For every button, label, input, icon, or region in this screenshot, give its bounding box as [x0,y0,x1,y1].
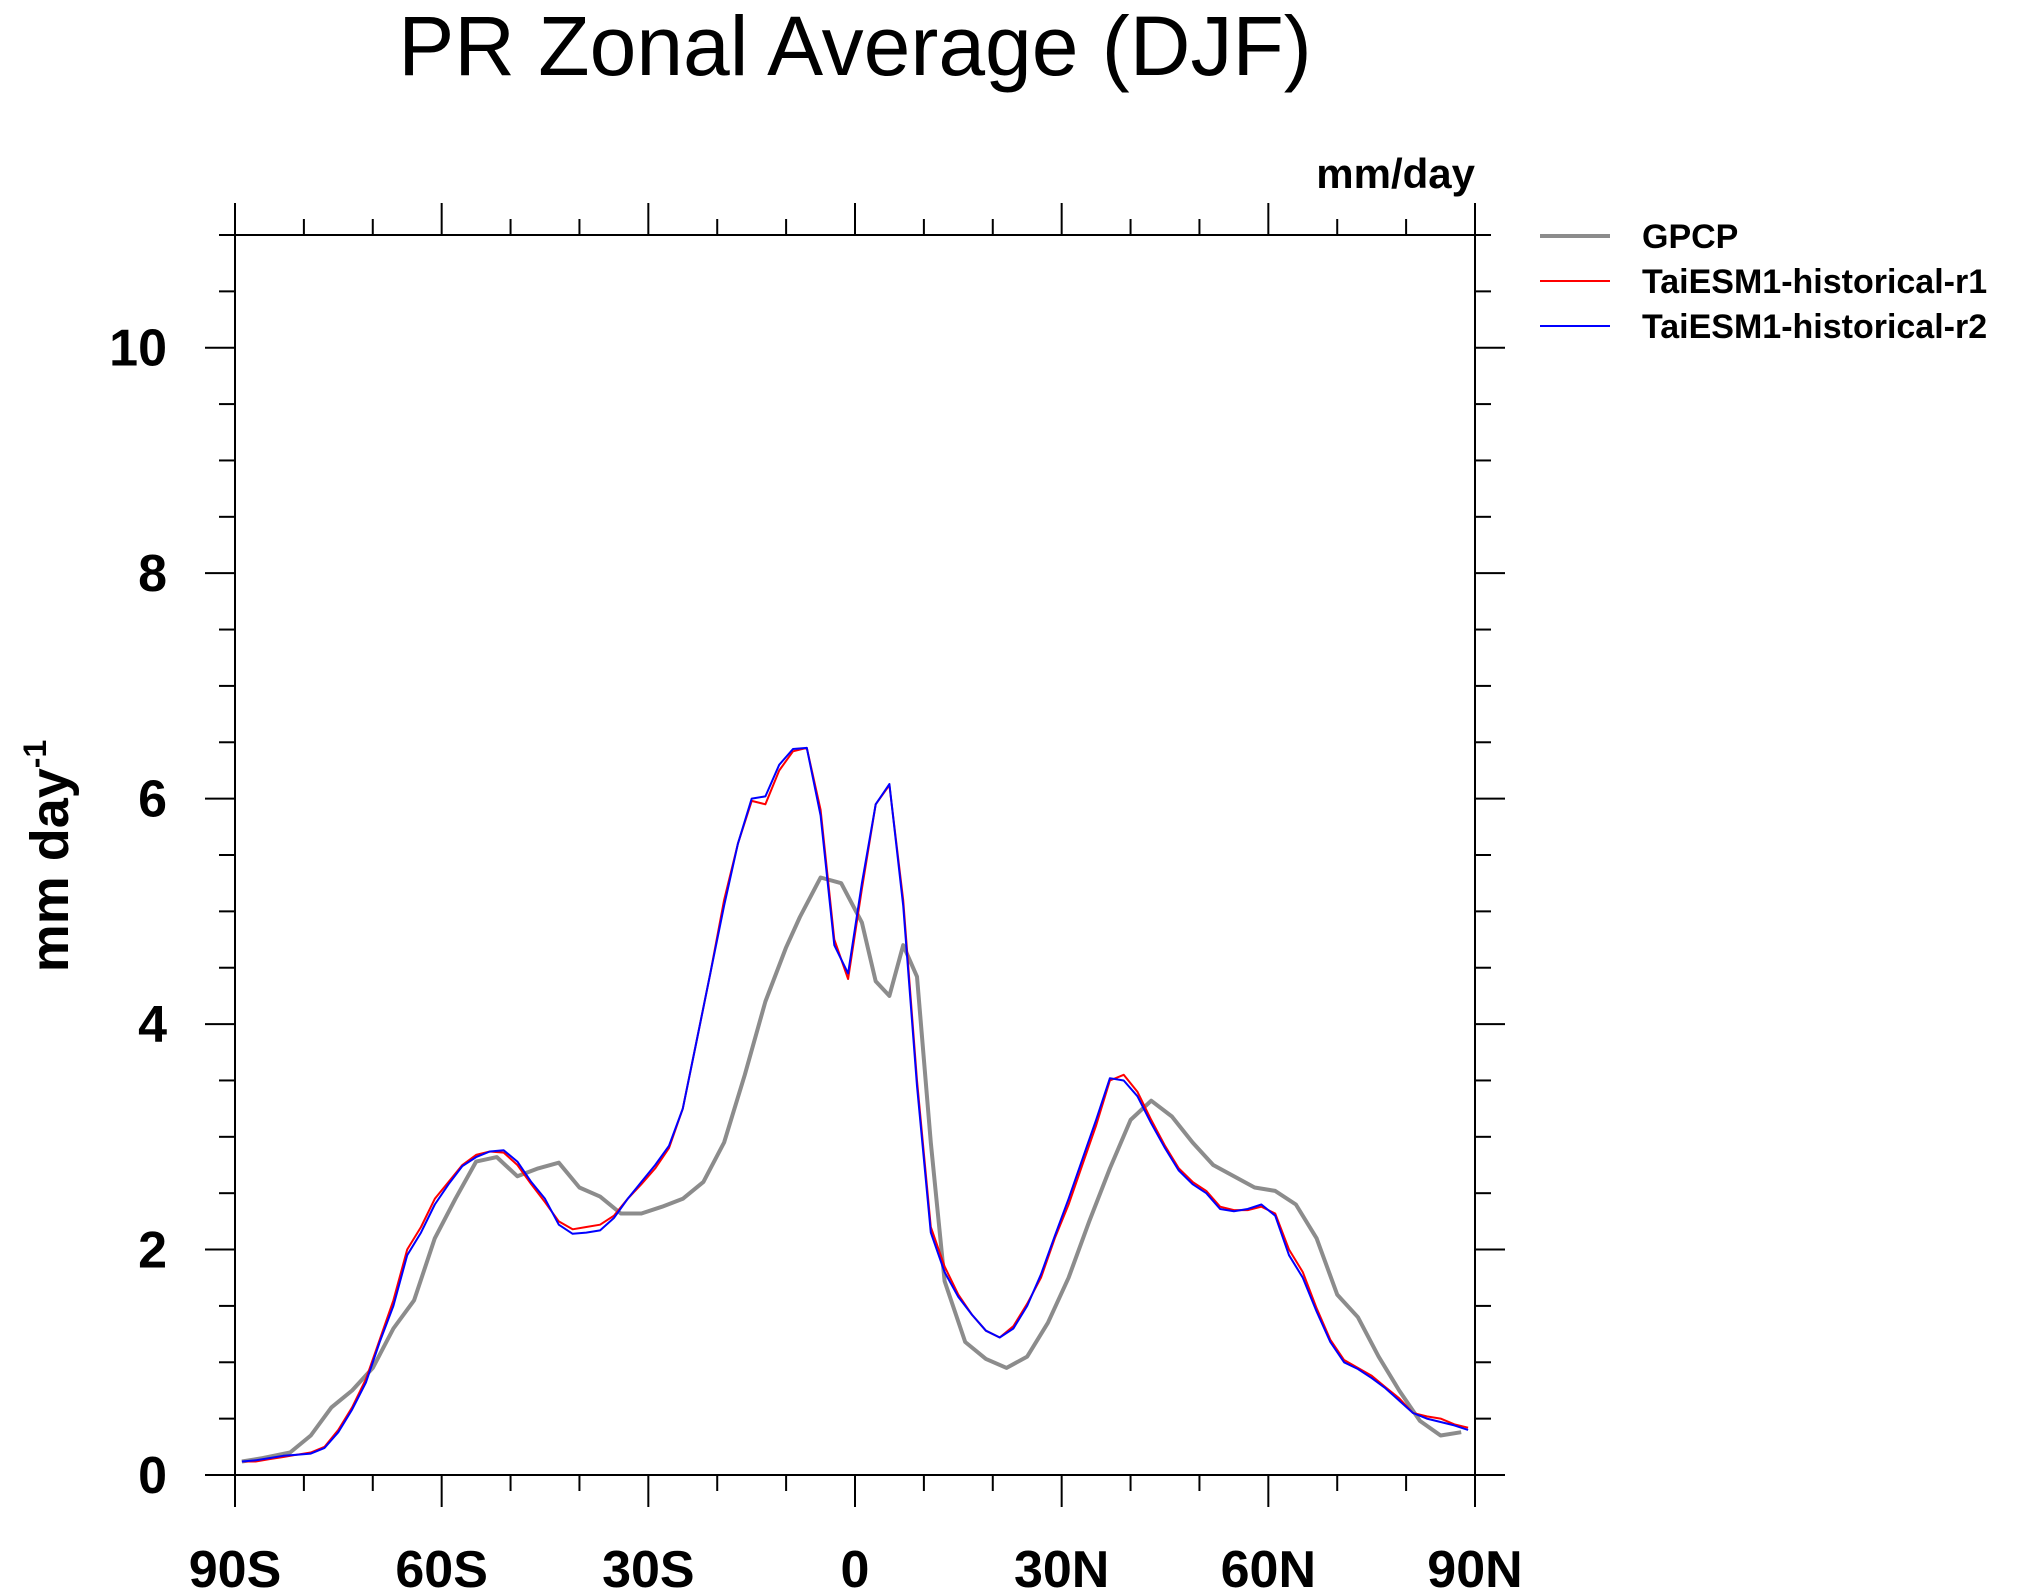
series-line-taiesm1-historical-r2 [241,746,1469,1463]
legend-label: GPCP [1642,218,1738,256]
legend: GPCP TaiESM1-historical-r1 TaiESM1-histori… [1540,218,1987,346]
x-tick-label: 60N [1221,1541,1316,1595]
y-axis-label-superscript: -1 [17,740,53,768]
y-tick-label: 8 [138,545,167,603]
units-label: mm/day [1316,150,1475,197]
series-line-gpcp [241,875,1462,1464]
x-tick-label: 30N [1014,1541,1109,1595]
x-tick-label: 0 [841,1541,870,1595]
x-tick-label: 30S [602,1541,695,1595]
y-tick-label: 0 [138,1447,167,1505]
y-tick-label: 6 [138,771,167,829]
y-axis-label-main: mm day [20,768,80,972]
series-line-taiesm1-historical-r1 [241,746,1469,1463]
x-tick-label: 90N [1427,1541,1522,1595]
plot-border [234,234,1476,1476]
legend-label: TaiESM1-historical-r1 [1642,263,1987,301]
plot-frame [234,234,1476,1476]
y-tick-label: 4 [138,996,167,1054]
y-tick-label: 2 [138,1222,167,1280]
x-tick-label: 90S [189,1541,282,1595]
legend-label: TaiESM1-historical-r2 [1642,308,1987,346]
series-lines [241,746,1469,1464]
x-tick-label: 60S [395,1541,488,1595]
chart-title: PR Zonal Average (DJF) [398,0,1311,93]
y-axis-label: mm day-1 [17,740,80,973]
y-axis: 0 2 4 6 8 10 [109,234,1505,1505]
x-axis: 90S 60S 30S 0 30N 60N 90N [189,203,1523,1595]
y-tick-label: 10 [109,320,167,378]
